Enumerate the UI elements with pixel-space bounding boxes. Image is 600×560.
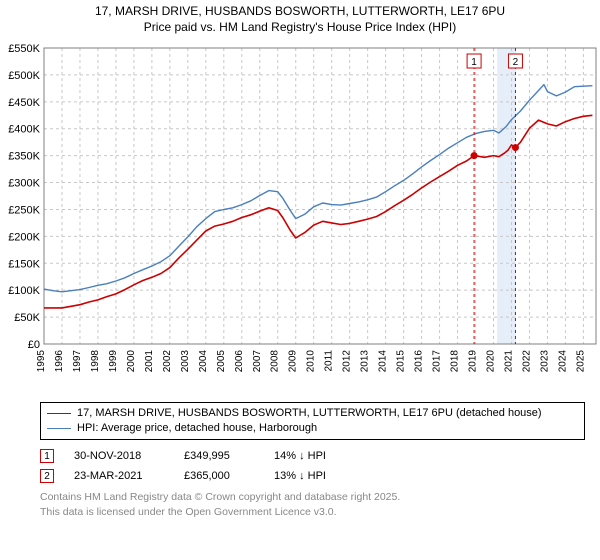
svg-text:1: 1 [471, 57, 477, 68]
chart-title-line1: 17, MARSH DRIVE, HUSBANDS BOSWORTH, LUTT… [0, 4, 600, 18]
legend-swatch [47, 428, 71, 429]
svg-text:1995: 1995 [36, 350, 47, 373]
marker-delta: 13% ↓ HPI [274, 470, 326, 482]
svg-text:1997: 1997 [72, 350, 83, 373]
svg-text:2016: 2016 [414, 350, 425, 373]
svg-text:£250K: £250K [8, 204, 40, 216]
svg-text:2019: 2019 [468, 350, 479, 373]
svg-text:1996: 1996 [54, 350, 65, 373]
svg-text:£0: £0 [28, 339, 40, 351]
svg-text:£500K: £500K [8, 70, 40, 82]
svg-text:2022: 2022 [521, 350, 532, 373]
svg-text:£200K: £200K [8, 231, 40, 243]
marker-row: 2 23-MAR-2021 £365,000 13% ↓ HPI [40, 469, 585, 483]
legend-row: 17, MARSH DRIVE, HUSBANDS BOSWORTH, LUTT… [47, 406, 578, 421]
svg-text:2025: 2025 [575, 350, 586, 373]
svg-text:2024: 2024 [557, 350, 568, 373]
svg-text:2014: 2014 [378, 350, 389, 373]
attribution-line1: Contains HM Land Registry data © Crown c… [40, 490, 400, 505]
marker-price: £365,000 [184, 470, 254, 482]
svg-text:2011: 2011 [324, 350, 335, 372]
svg-text:£550K: £550K [8, 43, 40, 55]
svg-text:2015: 2015 [396, 350, 407, 373]
svg-text:2010: 2010 [306, 350, 317, 373]
svg-text:£350K: £350K [8, 151, 40, 163]
svg-text:£450K: £450K [8, 97, 40, 109]
marker-date: 30-NOV-2018 [74, 450, 164, 462]
legend-swatch [47, 413, 71, 414]
marker-date: 23-MAR-2021 [74, 470, 164, 482]
svg-text:2006: 2006 [234, 350, 245, 373]
svg-text:1999: 1999 [108, 350, 119, 373]
marker-row: 1 30-NOV-2018 £349,995 14% ↓ HPI [40, 449, 585, 463]
marker-price: £349,995 [184, 450, 254, 462]
svg-text:£50K: £50K [14, 312, 40, 324]
svg-text:2: 2 [513, 57, 519, 68]
attribution-line2: This data is licensed under the Open Gov… [40, 505, 400, 520]
svg-text:2008: 2008 [270, 350, 281, 373]
legend-label: HPI: Average price, detached house, Harb… [77, 421, 317, 436]
svg-text:2000: 2000 [126, 350, 137, 373]
svg-text:2020: 2020 [486, 350, 497, 373]
svg-text:2018: 2018 [450, 350, 461, 373]
svg-text:£100K: £100K [8, 285, 40, 297]
svg-text:2017: 2017 [432, 350, 443, 373]
svg-text:£400K: £400K [8, 124, 40, 136]
svg-text:2021: 2021 [503, 350, 514, 373]
marker-table: 1 30-NOV-2018 £349,995 14% ↓ HPI 2 23-MAR-202… [40, 443, 585, 483]
svg-text:£300K: £300K [8, 178, 40, 190]
svg-text:2005: 2005 [216, 350, 227, 373]
attribution: Contains HM Land Registry data © Crown c… [40, 490, 400, 519]
svg-text:2003: 2003 [180, 350, 191, 373]
legend-row: HPI: Average price, detached house, Harb… [47, 421, 578, 436]
svg-text:2004: 2004 [198, 350, 209, 373]
legend: 17, MARSH DRIVE, HUSBANDS BOSWORTH, LUTT… [40, 402, 585, 440]
svg-text:1998: 1998 [90, 350, 101, 373]
svg-text:2013: 2013 [360, 350, 371, 373]
chart-titles: 17, MARSH DRIVE, HUSBANDS BOSWORTH, LUTT… [0, 0, 600, 34]
svg-text:2023: 2023 [539, 350, 550, 373]
svg-text:2012: 2012 [342, 350, 353, 373]
marker-delta: 14% ↓ HPI [274, 450, 326, 462]
svg-text:2001: 2001 [144, 350, 155, 373]
svg-text:2007: 2007 [252, 350, 263, 373]
chart-title-line2: Price paid vs. HM Land Registry's House … [0, 20, 600, 34]
chart: £0 £50K £100K £150K £200K £250K £300K £350K £400… [0, 42, 600, 392]
marker-badge: 1 [40, 449, 54, 463]
svg-text:£150K: £150K [8, 258, 40, 270]
svg-text:2002: 2002 [162, 350, 173, 373]
marker-badge: 2 [40, 469, 54, 483]
legend-label: 17, MARSH DRIVE, HUSBANDS BOSWORTH, LUTT… [77, 406, 542, 421]
svg-text:2009: 2009 [288, 350, 299, 373]
